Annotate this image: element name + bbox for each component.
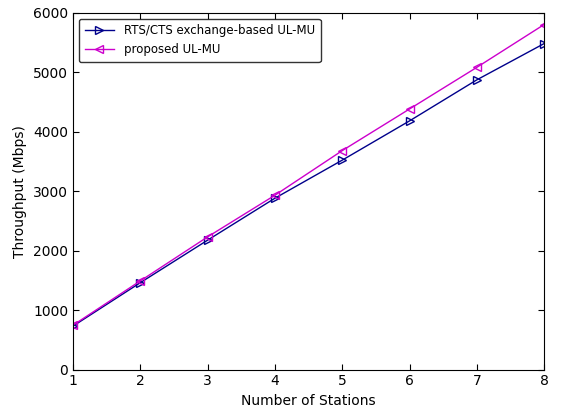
RTS/CTS exchange-based UL-MU — [339, 158, 346, 163]
proposed UL-MU — [339, 148, 346, 153]
proposed UL-MU — [272, 193, 278, 198]
proposed UL-MU — [204, 234, 211, 239]
Line: RTS/CTS exchange-based UL-MU: RTS/CTS exchange-based UL-MU — [69, 39, 548, 331]
X-axis label: Number of Stations: Number of Stations — [241, 394, 376, 408]
RTS/CTS exchange-based UL-MU — [406, 118, 413, 123]
Line: proposed UL-MU: proposed UL-MU — [69, 20, 548, 329]
Legend: RTS/CTS exchange-based UL-MU, proposed UL-MU: RTS/CTS exchange-based UL-MU, proposed U… — [79, 18, 321, 62]
proposed UL-MU — [70, 323, 76, 328]
proposed UL-MU — [541, 22, 548, 27]
proposed UL-MU — [406, 106, 413, 111]
RTS/CTS exchange-based UL-MU — [473, 77, 480, 82]
proposed UL-MU — [473, 65, 480, 70]
RTS/CTS exchange-based UL-MU — [70, 324, 76, 329]
RTS/CTS exchange-based UL-MU — [541, 41, 548, 46]
RTS/CTS exchange-based UL-MU — [272, 196, 278, 201]
Y-axis label: Throughput (Mbps): Throughput (Mbps) — [13, 125, 27, 257]
RTS/CTS exchange-based UL-MU — [204, 238, 211, 243]
RTS/CTS exchange-based UL-MU — [137, 280, 144, 285]
proposed UL-MU — [137, 278, 144, 284]
